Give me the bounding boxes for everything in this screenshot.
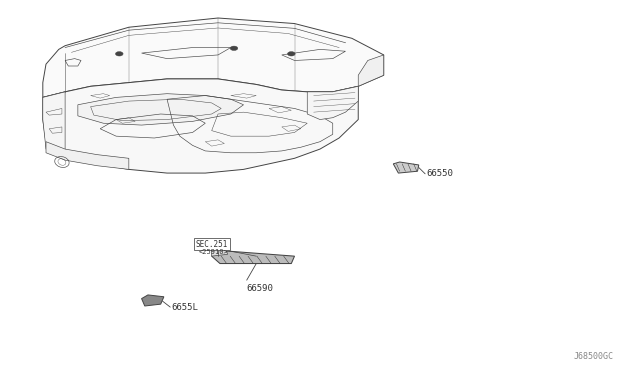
Polygon shape xyxy=(394,162,419,173)
Polygon shape xyxy=(358,55,384,86)
Polygon shape xyxy=(212,245,228,256)
Circle shape xyxy=(115,52,123,56)
Text: <25910>: <25910> xyxy=(198,248,228,254)
Text: 66590: 66590 xyxy=(246,284,273,293)
Text: 66550: 66550 xyxy=(426,169,453,178)
Polygon shape xyxy=(141,295,164,306)
Polygon shape xyxy=(307,86,358,119)
Circle shape xyxy=(230,46,238,51)
Text: SEC.251: SEC.251 xyxy=(196,240,228,249)
Polygon shape xyxy=(43,18,384,97)
Text: J68500GC: J68500GC xyxy=(573,352,613,361)
Polygon shape xyxy=(46,142,129,169)
Polygon shape xyxy=(43,79,358,173)
Circle shape xyxy=(287,52,295,56)
Text: 6655L: 6655L xyxy=(172,302,198,312)
Polygon shape xyxy=(78,94,244,125)
Polygon shape xyxy=(212,251,294,263)
Polygon shape xyxy=(43,92,65,157)
